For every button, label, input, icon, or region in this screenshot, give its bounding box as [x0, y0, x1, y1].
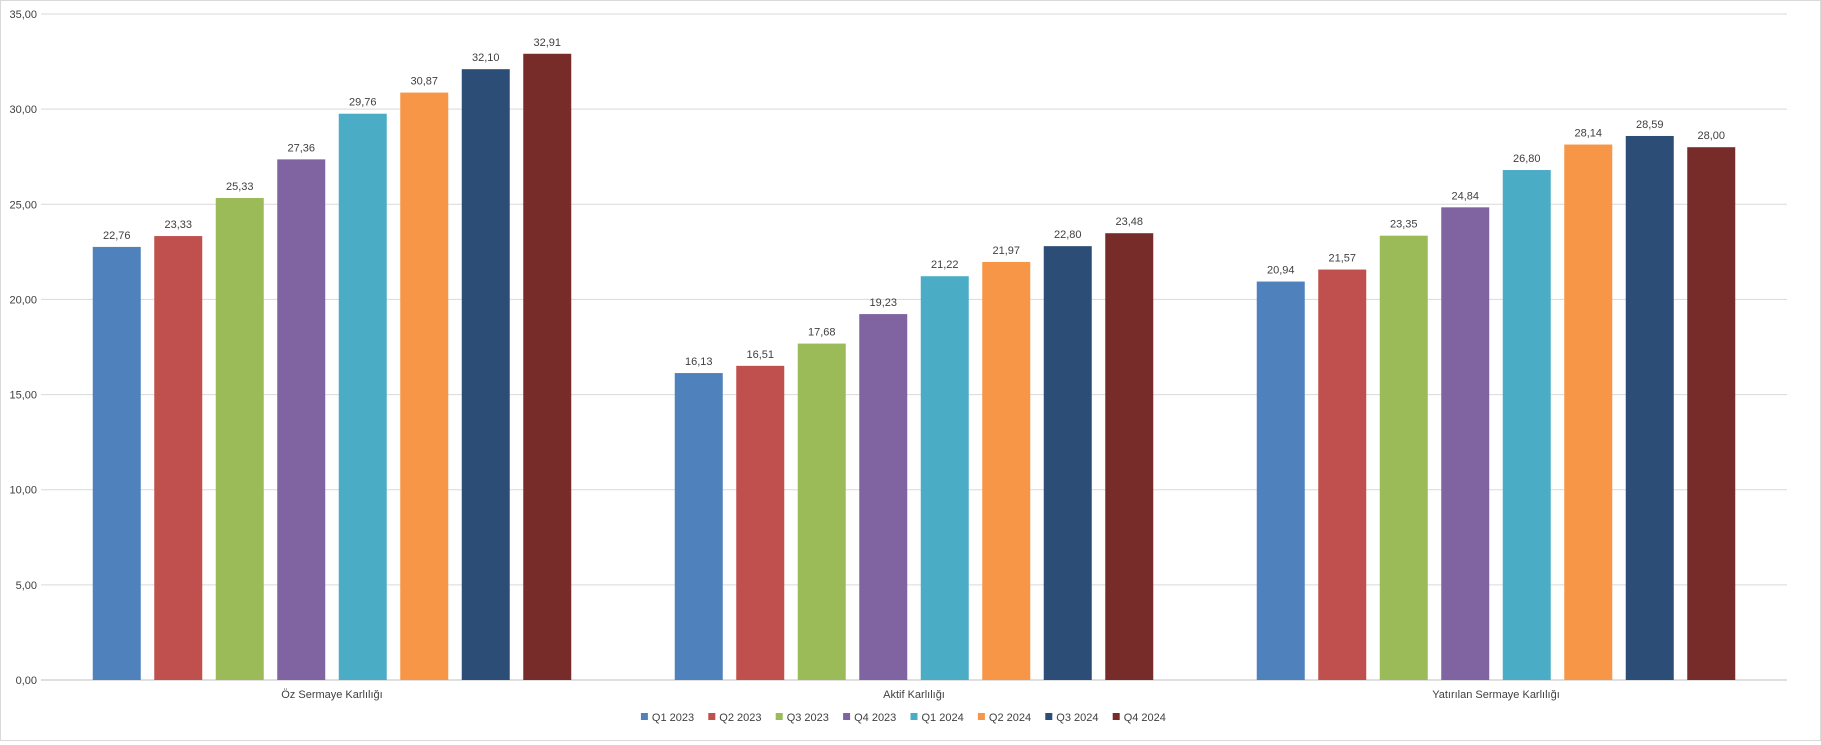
bar: [1564, 144, 1613, 680]
legend: Q1 2023 Q2 2023 Q3 2023 Q4 2023 Q1 2024 Q2 20…: [640, 712, 1166, 724]
bar: [523, 53, 572, 680]
y-tick-label: 25,00: [9, 199, 37, 211]
data-label: 30,87: [410, 76, 438, 88]
data-label: 29,76: [349, 97, 377, 109]
bar: [215, 198, 264, 680]
legend-item: Q1 2023: [640, 712, 694, 724]
data-label: 28,14: [1574, 128, 1602, 140]
bar: [1256, 281, 1305, 680]
legend-item: Q2 2024: [977, 712, 1031, 724]
y-tick-label: 30,00: [9, 104, 37, 116]
data-label: 19,23: [869, 297, 897, 309]
data-label: 16,13: [685, 356, 713, 368]
bar: [1379, 235, 1428, 680]
legend-swatch: [640, 713, 648, 720]
data-label: 16,51: [746, 349, 774, 361]
y-tick-label: 0,00: [16, 675, 37, 687]
bar: [920, 276, 969, 680]
bar: [1687, 147, 1736, 680]
data-label: 20,94: [1267, 265, 1295, 277]
y-tick-label: 15,00: [9, 390, 37, 402]
legend-item: Q3 2023: [775, 712, 829, 724]
data-label: 23,48: [1115, 216, 1143, 228]
bar: [736, 365, 785, 680]
bar: [461, 69, 510, 680]
data-label: 28,00: [1697, 130, 1725, 142]
legend-swatch: [1045, 713, 1053, 720]
bar: [1105, 233, 1154, 680]
data-label: 23,35: [1390, 219, 1418, 231]
bar: [277, 159, 326, 680]
data-labels: 22,76 23,33 25,33 27,36 29,76 30,87 32,10 32,91…: [103, 37, 1725, 368]
data-label: 32,10: [472, 52, 500, 64]
bar: [1625, 135, 1674, 680]
legend-swatch: [775, 713, 783, 720]
legend-label: Q1 2023: [652, 712, 694, 724]
bar: [1502, 170, 1551, 680]
bar: [797, 343, 846, 680]
data-label: 25,33: [226, 181, 254, 193]
legend-label: Q3 2023: [787, 712, 829, 724]
data-label: 21,22: [931, 259, 959, 271]
x-category-label: Aktif Karlılığı: [883, 689, 945, 701]
data-label: 17,68: [808, 327, 836, 339]
legend-label: Q2 2023: [719, 712, 761, 724]
data-label: 32,91: [533, 37, 561, 49]
y-tick-label: 5,00: [16, 580, 37, 592]
legend-item: Q4 2023: [843, 712, 896, 724]
data-label: 28,59: [1636, 119, 1664, 131]
data-label: 21,57: [1328, 253, 1356, 265]
y-tick-label: 10,00: [9, 485, 37, 497]
y-tick-label: 35,00: [9, 9, 37, 21]
legend-swatch: [1112, 713, 1120, 720]
data-label: 22,80: [1054, 229, 1082, 241]
x-axis-categories: Öz Sermaye Karlılığı Aktif Karlılığı Yatır…: [281, 689, 1560, 701]
legend-swatch: [708, 713, 716, 720]
bar: [859, 314, 908, 680]
legend-item: Q1 2024: [910, 712, 964, 724]
legend-label: Q1 2024: [922, 712, 964, 724]
legend-swatch: [910, 713, 918, 720]
legend-item: Q4 2024: [1112, 712, 1166, 724]
legend-label: Q4 2024: [1124, 712, 1166, 724]
bar: [982, 261, 1031, 680]
gridlines: [41, 13, 1787, 681]
legend-label: Q3 2024: [1056, 712, 1098, 724]
legend-item: Q2 2023: [708, 712, 762, 724]
bar: [92, 246, 141, 680]
legend-swatch: [843, 713, 851, 720]
bar: [1441, 207, 1490, 680]
bar: [154, 236, 203, 681]
legend-item: Q3 2024: [1045, 712, 1099, 724]
legend-swatch: [977, 713, 985, 720]
bar: [1318, 269, 1367, 680]
legend-label: Q4 2023: [854, 712, 896, 724]
x-category-label: Öz Sermaye Karlılığı: [281, 689, 382, 701]
data-label: 21,97: [992, 245, 1020, 257]
bar: [338, 113, 387, 680]
y-axis-ticks: 0,00 5,00 10,00 15,00 20,00 25,00 30,00 35,00: [9, 9, 37, 687]
legend-label: Q2 2024: [989, 712, 1031, 724]
y-tick-label: 20,00: [9, 294, 37, 306]
data-label: 26,80: [1513, 153, 1541, 165]
x-category-label: Yatırılan Sermaye Karlılığı: [1432, 689, 1560, 701]
data-label: 24,84: [1451, 190, 1479, 202]
data-label: 22,76: [103, 230, 131, 242]
data-label: 27,36: [287, 142, 315, 154]
bar: [1043, 246, 1092, 681]
bars: [92, 53, 1736, 681]
bar: [400, 92, 449, 680]
data-label: 23,33: [164, 219, 192, 231]
bar: [674, 373, 723, 680]
